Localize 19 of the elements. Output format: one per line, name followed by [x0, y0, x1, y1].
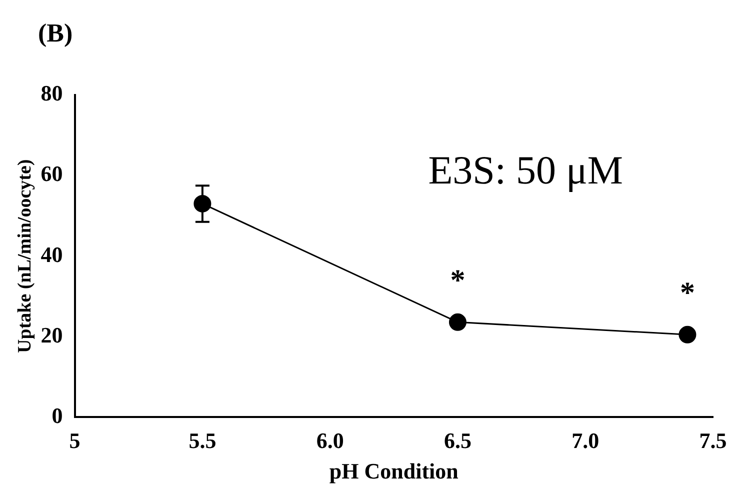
- annotation: *: [450, 264, 466, 297]
- y-tick-label: 80: [40, 80, 63, 106]
- chart-title: (B): [38, 18, 73, 48]
- annotation: E3S: 50 μM: [428, 148, 623, 192]
- point: [678, 326, 696, 344]
- x-tick-label: 7.5: [699, 428, 727, 454]
- y-tick-label: 20: [40, 322, 63, 348]
- x-tick-label: 6.0: [316, 428, 344, 454]
- y-axis-title: Uptake (nL/min/oocyte): [14, 159, 36, 353]
- y-tick-label: 40: [40, 242, 63, 267]
- x-tick-label: 5: [69, 428, 80, 454]
- y-tick-label: 0: [52, 402, 63, 428]
- point: [448, 313, 466, 331]
- x-tick-label: 6.5: [444, 428, 472, 454]
- annotation: *: [680, 276, 695, 310]
- x-tick-label: 7.0: [572, 428, 600, 454]
- x-tick-label: 5.5: [188, 428, 216, 454]
- y-tick-label: 60: [40, 161, 63, 186]
- x-axis-title: pH Condition: [329, 458, 458, 484]
